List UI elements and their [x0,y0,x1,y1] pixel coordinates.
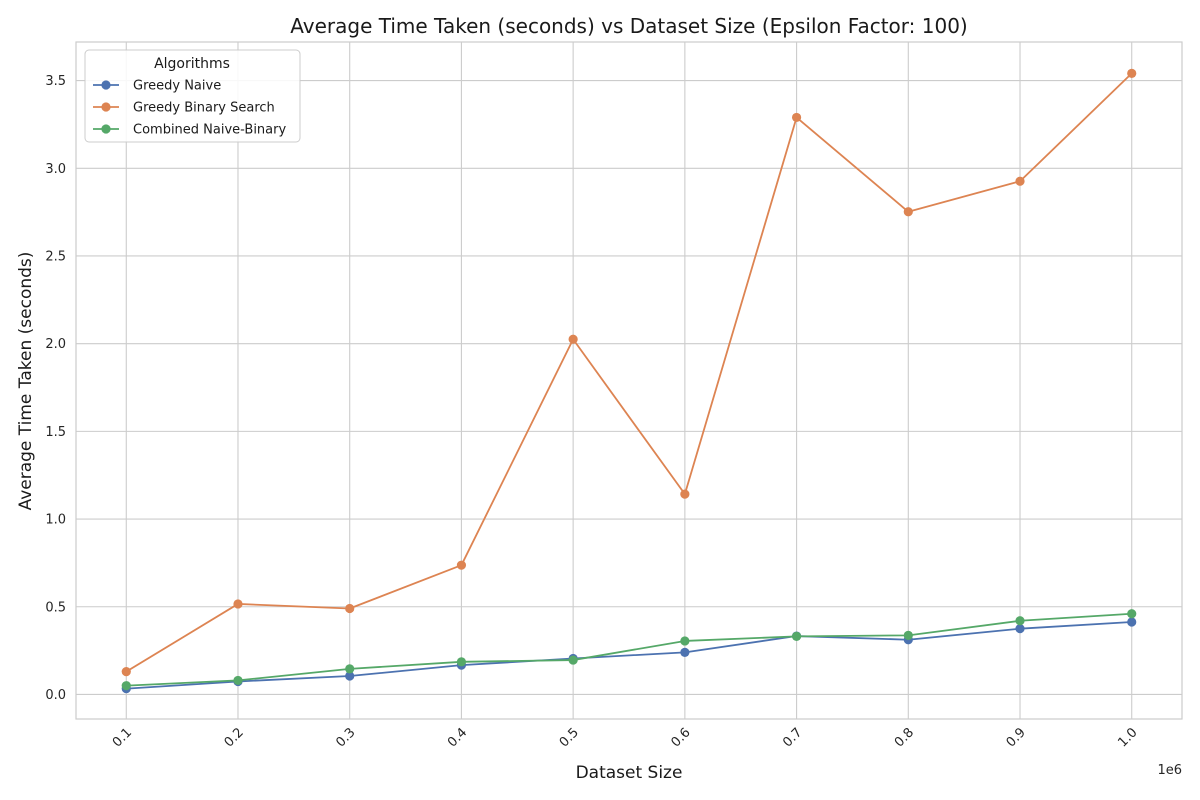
data-point [456,560,467,570]
legend-marker [101,124,111,134]
y-tick-label: 3.5 [45,74,66,89]
legend-items: Greedy Naive Greedy Binary Search Combined… [93,79,286,138]
data-point [1015,176,1025,186]
data-point [568,655,578,665]
legend-label: Greedy Naive [133,79,221,94]
x-tick-label: 0.1 [110,725,135,750]
data-point [1015,624,1025,634]
data-point [345,664,355,674]
legend-label: Greedy Binary Search [133,101,275,116]
x-tick-label: 0.8 [892,725,917,750]
x-tick-labels: 0.1 0.2 0.3 0.4 0.5 0.6 0.7 0.8 0.9 1.0 [110,725,1141,750]
legend-title: Algorithms [154,56,230,72]
data-point [680,647,690,657]
data-point [903,207,913,217]
series-layer [121,68,1137,694]
data-point [233,675,243,686]
legend-marker [101,80,111,90]
y-tick-label: 2.5 [45,249,66,264]
x-axis-label: Dataset Size [576,763,683,783]
plot-area [75,41,1183,720]
legend-box [84,49,301,143]
y-tick-label: 0.0 [45,688,66,703]
series-line [125,72,1133,673]
data-point [456,657,467,667]
data-point [791,631,802,641]
x-tick-label: 0.2 [222,725,247,750]
data-point [121,681,131,691]
legend: Algorithms Greedy Naive Greedy Binary Sea… [84,49,301,143]
legend-item: Greedy Binary Search [93,101,275,116]
chart-title: Average Time Taken (seconds) vs Dataset … [290,14,967,38]
y-tick-label: 3.0 [45,162,66,177]
data-point [1127,617,1137,627]
series-combined-naive-binary [121,609,1137,691]
legend-item: Greedy Naive [93,79,221,94]
data-point [791,112,802,123]
data-point [903,630,913,640]
legend-item: Combined Naive-Binary [93,123,286,138]
legend-label: Combined Naive-Binary [133,123,286,138]
data-point [345,671,355,681]
grid-layer [76,42,1182,719]
x-axis-offset-label: 1e6 [1157,763,1182,778]
data-point [121,667,131,677]
data-point [680,636,690,646]
series-greedy-naive [121,617,1137,694]
data-point [680,489,690,499]
series-line [126,621,1132,690]
data-point [233,599,243,609]
x-tick-label: 0.7 [780,725,805,750]
y-tick-labels: 0.0 0.5 1.0 1.5 2.0 2.5 3.0 3.5 [45,74,66,703]
x-tick-label: 0.6 [668,725,693,750]
x-tick-label: 0.5 [557,725,582,750]
x-tick-label: 0.3 [333,725,358,750]
x-tick-label: 0.4 [445,725,470,750]
x-tick-label: 0.9 [1004,725,1029,750]
data-point [1015,616,1025,626]
y-tick-label: 1.0 [45,513,66,528]
y-tick-label: 1.5 [45,425,66,440]
x-tick-label: 1.0 [1115,725,1140,750]
y-tick-label: 2.0 [45,337,66,352]
y-axis-label: Average Time Taken (seconds) [16,252,36,511]
series-line [126,612,1132,687]
y-tick-label: 0.5 [45,600,66,615]
data-point [345,603,355,614]
data-point [568,334,578,344]
data-point [1127,609,1137,619]
series-greedy-binary-search [121,68,1137,677]
data-point [1127,68,1137,78]
legend-marker [101,102,111,112]
